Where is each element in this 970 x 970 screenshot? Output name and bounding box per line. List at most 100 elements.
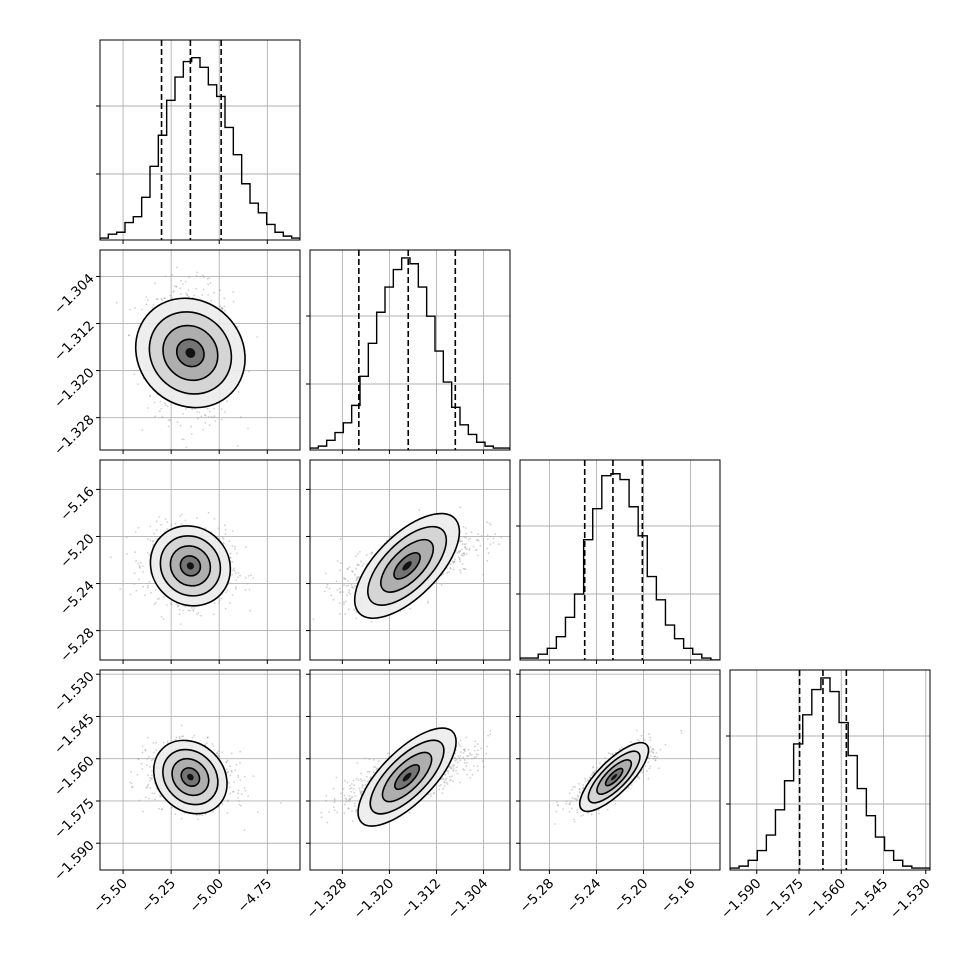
scatter-point [151, 770, 153, 773]
scatter-point [462, 525, 465, 528]
scatter-point [155, 741, 158, 744]
scatter-point [353, 802, 356, 805]
scatter-point [427, 600, 430, 603]
scatter-point [471, 757, 473, 760]
scatter-point [357, 563, 359, 565]
x-tick-label: −5.50 [90, 876, 131, 917]
scatter-point [169, 294, 172, 297]
scatter-point [458, 550, 461, 552]
scatter-point [175, 736, 178, 739]
panel-frame [99, 249, 301, 451]
scatter-point [355, 576, 358, 579]
scatter-point [468, 547, 471, 550]
scatter-point [467, 755, 469, 758]
contour-line [169, 545, 212, 587]
scatter-point [371, 551, 373, 554]
scatter-point [280, 802, 282, 804]
scatter-point [457, 550, 460, 553]
scatter-point [355, 777, 358, 780]
scatter-point [464, 759, 466, 761]
scatter-point [133, 583, 136, 585]
scatter-point [146, 552, 149, 554]
scatter-point [180, 241, 182, 243]
scatter-point [353, 784, 356, 787]
scatter-point [343, 577, 345, 579]
scatter-point [351, 586, 354, 588]
scatter-point [445, 781, 448, 784]
scatter-point [452, 768, 455, 771]
scatter-point [257, 811, 259, 814]
scatter-point [170, 602, 173, 605]
scatter-point [204, 414, 207, 417]
density-peak [187, 773, 194, 781]
scatter-point [654, 759, 657, 762]
scatter-point [160, 615, 163, 618]
scatter-point [182, 413, 185, 415]
scatter-point [359, 778, 362, 780]
scatter-point [144, 748, 147, 751]
scatter-point [438, 784, 441, 787]
scatter-point [148, 554, 151, 556]
scatter-point [217, 750, 220, 752]
scatter-point [146, 538, 149, 541]
scatter-point [323, 590, 326, 593]
scatter-panel-2-1 [306, 459, 511, 664]
scatter-point [355, 567, 358, 570]
scatter-point [454, 759, 457, 762]
scatter-point [141, 767, 144, 770]
scatter-point [238, 803, 241, 806]
scatter-point [449, 567, 452, 569]
scatter-point [174, 813, 177, 815]
scatter-point [333, 806, 335, 808]
scatter-point [182, 438, 185, 441]
scatter-point [350, 583, 353, 586]
scatter-point [152, 303, 155, 306]
scatter-point [196, 410, 199, 413]
scatter-point [357, 575, 360, 578]
scatter-point [446, 571, 449, 574]
density-peak [186, 562, 194, 570]
scatter-point [213, 602, 216, 604]
scatter-point [220, 308, 223, 310]
contour-line [394, 763, 421, 791]
scatter-point [463, 552, 466, 555]
scatter-point [459, 781, 462, 784]
scatter-point [171, 806, 173, 809]
scatter-point [466, 773, 468, 776]
panel-frame [99, 669, 301, 871]
scatter-point [206, 277, 209, 280]
scatter-point [235, 586, 237, 588]
scatter-point [360, 780, 363, 782]
y-tick-label: −1.320 [51, 365, 98, 412]
scatter-point [462, 567, 465, 570]
contour-line [134, 297, 246, 409]
scatter-point [476, 743, 479, 745]
scatter-point [344, 612, 347, 615]
scatter-point [231, 560, 234, 563]
scatter-point [349, 798, 351, 801]
scatter-point [186, 294, 189, 296]
scatter-point [462, 756, 465, 759]
x-tick-label: −4.75 [235, 876, 276, 917]
scatter-point [489, 524, 492, 526]
scatter-point [462, 555, 464, 557]
scatter-point [451, 560, 454, 563]
scatter-point [350, 790, 353, 793]
scatter-point [151, 792, 154, 795]
contour-line [357, 727, 457, 827]
scatter-point [137, 383, 139, 385]
scatter-point [152, 540, 155, 543]
scatter-point [145, 787, 148, 789]
scatter-point [351, 820, 354, 822]
scatter-point [354, 805, 356, 808]
scatter-point [179, 424, 182, 427]
scatter-point [359, 792, 362, 795]
scatter-point [448, 571, 450, 573]
scatter-point [138, 564, 141, 567]
scatter-point [244, 576, 247, 579]
scatter-point [462, 752, 465, 754]
scatter-point [207, 293, 210, 296]
scatter-point [196, 271, 199, 274]
scatter-panel-3-2: −5.28 −5.24 −5.20 −5.16 [516, 669, 721, 916]
scatter-point [335, 580, 338, 583]
